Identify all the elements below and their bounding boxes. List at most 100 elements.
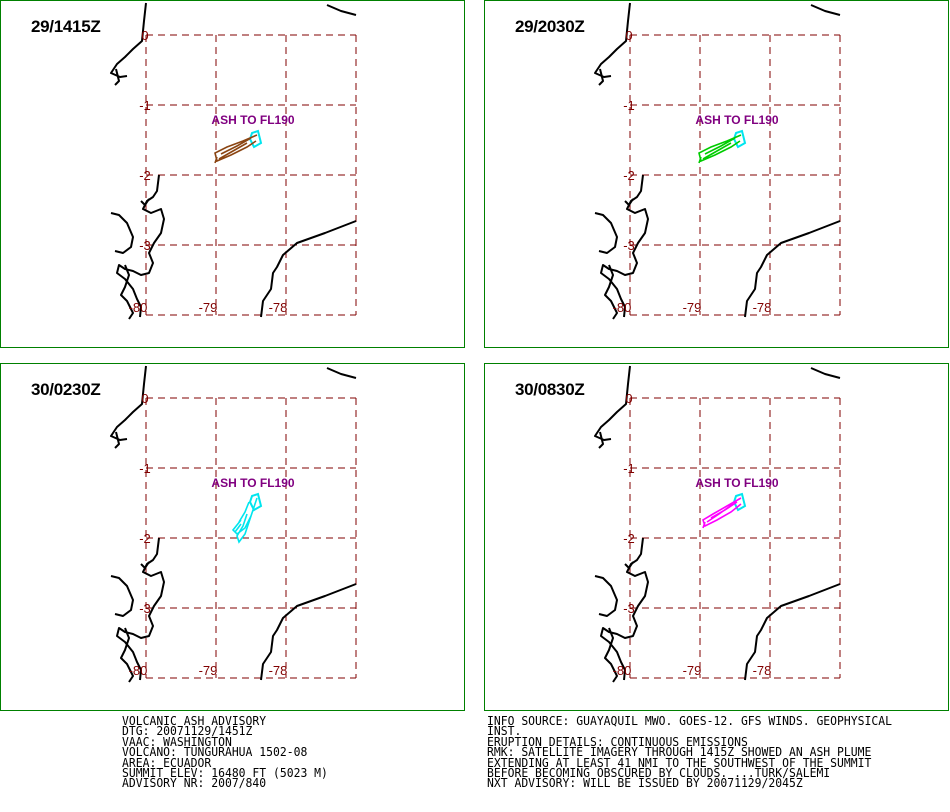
lon-tick-label: -79 (683, 663, 702, 678)
border-south (260, 220, 357, 318)
lat-lon-grid (629, 34, 841, 316)
advisory-line: EXTENDING AT LEAST 41 NMI TO THE SOUTHWE… (487, 755, 872, 770)
lat-tick-label: -3 (139, 601, 151, 616)
lon-tick-label: -80 (613, 663, 632, 678)
lon-tick-label: -80 (129, 663, 148, 678)
panel-time-title: 30/0830Z (515, 380, 585, 399)
map-panel: 0 -1 -2 -3 -80 -79 -78 ASH TO FL190 30/0830Z (484, 363, 949, 711)
lat-tick-label: -2 (623, 531, 635, 546)
panel-time-title: 29/1415Z (31, 17, 101, 36)
advisory-line: ADVISORY NR: 2007/840 (122, 776, 267, 791)
coast-gulf (600, 174, 649, 318)
ash-altitude-label: ASH TO FL190 (695, 113, 778, 127)
ash-plume (214, 134, 258, 164)
advisory-text-left: VOLCANIC ASH ADVISORY DTG: 20071129/1451Z… (122, 714, 328, 791)
volcano-summit-icon (248, 492, 263, 512)
advisory-line: VOLCANIC ASH ADVISORY (122, 714, 267, 728)
lat-tick-label: -3 (623, 601, 635, 616)
lat-tick-label: 0 (625, 28, 632, 43)
advisory-line: INST. (487, 724, 522, 739)
lat-lon-grid (629, 397, 841, 679)
coast-island (140, 561, 150, 569)
lon-tick-label: -79 (683, 300, 702, 315)
ash-plume (702, 497, 742, 529)
coast-peninsula (594, 212, 618, 254)
border-south (260, 583, 357, 681)
coast-point (114, 68, 120, 86)
coast-south (120, 627, 134, 683)
coast-point (598, 68, 604, 86)
coastline (594, 365, 841, 683)
ash-altitude-label: ASH TO FL190 (211, 476, 294, 490)
lat-tick-label: -1 (623, 98, 635, 113)
map-panel: 0 -1 -2 -3 -80 -79 -78 ASH TO FL190 30/0230Z (0, 363, 465, 711)
lat-tick-label: -2 (139, 531, 151, 546)
coast-peninsula (594, 575, 618, 617)
lon-tick-label: -78 (269, 300, 288, 315)
coast-island (624, 198, 634, 206)
border-north (810, 367, 841, 379)
coast-south (604, 627, 618, 683)
lon-tick-label: -80 (129, 300, 148, 315)
coast-peninsula (110, 212, 134, 254)
coast-gulf (116, 537, 165, 681)
coast-peninsula (110, 575, 134, 617)
ash-altitude-label: ASH TO FL190 (695, 476, 778, 490)
coast-south (604, 264, 618, 320)
advisory-line: SUMMIT ELEV: 16480 FT (5023 M) (122, 765, 328, 780)
advisory-text-right: INFO SOURCE: GUAYAQUIL MWO. GOES-12. GFS… (487, 714, 892, 791)
advisory-line: AREA: ECUADOR (122, 755, 212, 770)
lat-tick-label: -1 (139, 98, 151, 113)
advisory-line: RMK: SATELLITE IMAGERY THROUGH 1415Z SHO… (487, 745, 872, 760)
map-canvas: 0 -1 -2 -3 -80 -79 -78 ASH TO FL190 (594, 2, 841, 320)
map-canvas: 0 -1 -2 -3 -80 -79 -78 ASH TO FL190 (110, 365, 357, 683)
map-panel: 0 -1 -2 -3 -80 -79 -78 ASH TO FL190 29/1415Z (0, 0, 465, 348)
panel-time-title: 30/0230Z (31, 380, 101, 399)
ash-plume (698, 134, 742, 164)
lon-tick-label: -78 (269, 663, 288, 678)
coast-point (114, 431, 120, 449)
advisory-line: DTG: 20071129/1451Z (122, 724, 253, 739)
map-canvas: 0 -1 -2 -3 -80 -79 -78 ASH TO FL190 (594, 365, 841, 683)
ash-plume (231, 497, 258, 544)
border-south (744, 583, 841, 681)
advisory-line: ERUPTION DETAILS: CONTINUOUS EMISSIONS (487, 734, 748, 749)
advisory-line: VAAC: WASHINGTON (122, 734, 232, 749)
map-panel: 0 -1 -2 -3 -80 -79 -78 ASH TO FL190 29/2030Z (484, 0, 949, 348)
lat-tick-label: 0 (141, 28, 148, 43)
lon-tick-label: -79 (199, 300, 218, 315)
advisory-line: INFO SOURCE: GUAYAQUIL MWO. GOES-12. GFS… (487, 714, 892, 728)
lat-tick-label: 0 (625, 391, 632, 406)
border-south (744, 220, 841, 318)
coastline (594, 2, 841, 320)
lat-tick-label: -3 (139, 238, 151, 253)
coast-south (120, 264, 134, 320)
lat-tick-label: -1 (623, 461, 635, 476)
lat-tick-label: -1 (139, 461, 151, 476)
coast-gulf (600, 537, 649, 681)
lon-tick-label: -80 (613, 300, 632, 315)
coast-island (140, 198, 150, 206)
border-north (326, 4, 357, 16)
lat-tick-label: -2 (139, 168, 151, 183)
coastline (110, 2, 357, 320)
panel-time-title: 29/2030Z (515, 17, 585, 36)
lat-lon-grid (145, 34, 357, 316)
coastline (110, 365, 357, 683)
lat-tick-label: -2 (623, 168, 635, 183)
lon-tick-label: -78 (753, 663, 772, 678)
ash-altitude-label: ASH TO FL190 (211, 113, 294, 127)
map-canvas: 0 -1 -2 -3 -80 -79 -78 ASH TO FL190 (110, 2, 357, 320)
advisory-line: VOLCANO: TUNGURAHUA 1502-08 (122, 745, 308, 760)
lat-lon-grid (145, 397, 357, 679)
coast-point (598, 431, 604, 449)
lat-tick-label: 0 (141, 391, 148, 406)
lat-tick-label: -3 (623, 238, 635, 253)
coast-gulf (116, 174, 165, 318)
advisory-line: NXT ADVISORY: WILL BE ISSUED BY 20071129… (487, 776, 803, 791)
lon-tick-label: -78 (753, 300, 772, 315)
coast-island (624, 561, 634, 569)
advisory-line: BEFORE BECOMING OBSCURED BY CLOUDS. ...T… (487, 765, 831, 780)
border-north (326, 367, 357, 379)
border-north (810, 4, 841, 16)
